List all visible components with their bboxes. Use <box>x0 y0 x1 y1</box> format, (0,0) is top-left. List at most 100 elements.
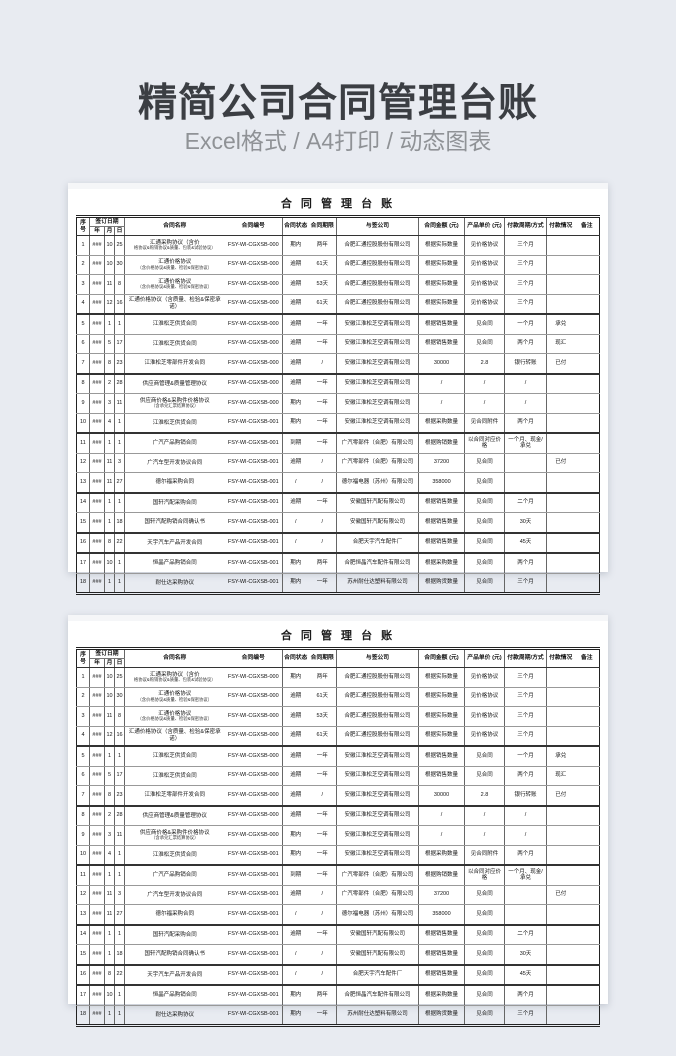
table-row: 2 ### 10 30 汇通价格协议 （含价格协议&质量、检验&保密协议） FSY-WI-C… <box>76 255 600 275</box>
cell-cycle: 三个月 <box>504 667 547 688</box>
cell-month: 11 <box>104 706 115 727</box>
cell-year: ### <box>89 885 105 905</box>
cell-company: 安徽江淮松芝空调有限公司 <box>336 766 419 786</box>
cell-month: 10 <box>104 255 115 275</box>
cell-no: 4 <box>76 294 90 315</box>
cell-payment: 现汇 <box>546 334 575 354</box>
cell-price: 见合同 <box>464 314 505 335</box>
cell-price: 见合同 <box>464 492 505 513</box>
cell-number: FSY-WI-CGXSB-001 <box>224 512 283 534</box>
cell-name: 江淮松芝零部件开发合同 <box>124 353 225 375</box>
cell-company: 安徽江淮松芝空调有限公司 <box>336 413 419 434</box>
cell-price: 见合同附件 <box>464 845 505 866</box>
cell-payment <box>546 845 575 866</box>
cell-payment <box>546 274 575 295</box>
cell-name: 汇通采购协议（含价 格协议&购销协议&质量、包装&试验协议） <box>124 667 225 688</box>
cell-number: FSY-WI-CGXSB-000 <box>224 825 283 846</box>
cell-company: 安徽江淮松芝空调有限公司 <box>336 314 419 335</box>
cell-price: / <box>464 393 505 414</box>
cell-cycle: 三个月 <box>504 1005 547 1026</box>
cell-status: 到期 <box>282 865 309 886</box>
cell-price: 见价格协议 <box>464 274 505 295</box>
cell-month: 11 <box>104 885 115 905</box>
cell-number: FSY-WI-CGXSB-001 <box>224 904 283 926</box>
cell-note <box>574 845 600 866</box>
cell-price: 以合同对应价格 <box>464 865 505 886</box>
cell-amount: 根据采购数量 <box>418 845 465 866</box>
table-row: 11 ### 1 1 广汽产品购销合同 FSY-WI-CGXSB-001 到期 一年 广汽零部件… <box>76 865 600 886</box>
header-payment: 付款情况 <box>546 216 575 236</box>
cell-no: 3 <box>76 274 90 295</box>
table-row: 16 ### 8 22 天宇汽车产品开发合同 FSY-WI-CGXSB-001// 合肥天宇… <box>76 532 600 554</box>
cell-name: 广汽产品购销合同 <box>124 865 225 886</box>
spreadsheet-preview-card-1: 合 同 管 理 台 账 序号 签订日期 合同名称 合同编号 合同状态 合同期限 … <box>68 183 608 595</box>
cell-name: 耐仕达采购协议 <box>124 1005 225 1026</box>
cell-day: 1 <box>114 865 125 886</box>
cell-period: 两年 <box>308 667 337 688</box>
cell-no: 14 <box>76 924 90 945</box>
cell-status: 逾期 <box>282 766 309 786</box>
cell-no: 2 <box>76 255 90 275</box>
cell-note <box>574 825 600 846</box>
cell-price: 见合同 <box>464 1005 505 1026</box>
cell-year: ### <box>89 453 105 473</box>
cell-cycle: 银行转账 <box>504 785 547 807</box>
cell-status: 逾期 <box>282 924 309 945</box>
cell-company: 苏州耐仕达塑料有限公司 <box>336 573 419 594</box>
cell-cycle: 两个月 <box>504 766 547 786</box>
cell-day: 1 <box>114 314 125 335</box>
cell-day: 1 <box>114 924 125 945</box>
cell-no: 15 <box>76 944 90 966</box>
cell-no: 7 <box>76 785 90 807</box>
cell-payment: 承兑 <box>546 314 575 335</box>
cell-year: ### <box>89 255 105 275</box>
cell-payment <box>546 294 575 315</box>
cell-year: ### <box>89 472 105 494</box>
cell-year: ### <box>89 944 105 966</box>
cell-day: 8 <box>114 706 125 727</box>
cell-no: 10 <box>76 413 90 434</box>
cell-price: 见合同 <box>464 885 505 905</box>
cell-period: 一年 <box>308 825 337 846</box>
spreadsheet-preview-card-2: 合 同 管 理 台 账 序号 签订日期 合同名称 合同编号 合同状态 合同期限 … <box>68 615 608 1027</box>
cell-amount: 37200 <box>418 453 465 473</box>
cell-amount: 根据实际数量 <box>418 255 465 275</box>
table-row: 6 ### 5 17 江淮松芝供货合同 FSY-WI-CGXSB-000 逾期 一年 安徽江淮松… <box>76 334 600 354</box>
cell-note <box>574 865 600 886</box>
cell-day: 28 <box>114 373 125 394</box>
cell-payment <box>546 512 575 534</box>
cell-name: 江淮松芝供货合同 <box>124 314 225 335</box>
cell-cycle: 三个月 <box>504 294 547 315</box>
cell-cycle: 45天 <box>504 964 547 986</box>
cell-price: 2.8 <box>464 353 505 375</box>
cell-status: 逾期 <box>282 746 309 767</box>
cell-day: 18 <box>114 944 125 966</box>
cell-company: 广汽零部件（合肥）有限公司 <box>336 885 419 905</box>
cell-month: 12 <box>104 294 115 315</box>
cell-status: 逾期 <box>282 274 309 295</box>
cell-name: 江淮松芝供货合同 <box>124 746 225 767</box>
cell-cycle: 两个月 <box>504 334 547 354</box>
cell-number: FSY-WI-CGXSB-001 <box>224 472 283 494</box>
table-row: 18 ### 1 1 耐仕达采购协议 FSY-WI-CGXSB-001 期内 一年 苏州耐仕达塑… <box>76 573 600 594</box>
table-row: 3 ### 11 8 汇通价格协议 （含价格协议&质量、检验&保密协议） FSY-WI-CG… <box>76 706 600 727</box>
cell-amount: 根据实际数量 <box>418 667 465 688</box>
cell-payment: 现汇 <box>546 766 575 786</box>
cell-year: ### <box>89 924 105 945</box>
cell-note <box>574 492 600 513</box>
cell-day: 1 <box>114 492 125 513</box>
table-row: 4 ### 12 16 汇通价格协议（含质量、检验&保密承诺） FSY-WI-CGXSB-… <box>76 726 600 747</box>
cell-price: 见合同 <box>464 573 505 594</box>
table-row: 10 ### 4 1 江淮松芝供货合同 FSY-WI-CGXSB-001 期内 一年 安徽江淮松… <box>76 413 600 434</box>
cell-period: 一年 <box>308 393 337 414</box>
cell-day: 1 <box>114 413 125 434</box>
cell-company: 合肥汇通控股股份有限公司 <box>336 235 419 256</box>
cell-number: FSY-WI-CGXSB-001 <box>224 433 283 454</box>
cell-number: FSY-WI-CGXSB-000 <box>224 373 283 394</box>
cell-cycle: 一个月、现金/承兑 <box>504 865 547 886</box>
cell-cycle: 两个月 <box>504 985 547 1006</box>
cell-name: 汇通价格协议 （含价格协议&质量、检验&保密协议） <box>124 687 225 707</box>
cell-number: FSY-WI-CGXSB-001 <box>224 944 283 966</box>
cell-company: 安徽江淮松芝空调有限公司 <box>336 845 419 866</box>
cell-note <box>574 1005 600 1026</box>
